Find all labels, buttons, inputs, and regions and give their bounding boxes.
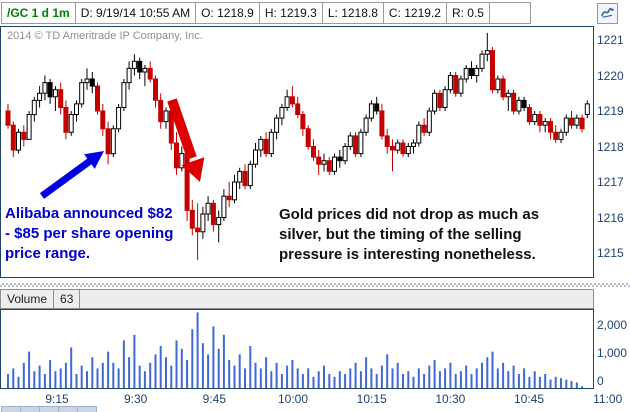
toolbar-button[interactable] (20, 406, 40, 412)
time-axis-label: 9:15 (45, 392, 69, 406)
volume-bars-chart[interactable] (1, 310, 592, 388)
time-axis-label: 9:45 (202, 392, 226, 406)
header-empty-cell (488, 2, 531, 24)
toolbar-button[interactable] (58, 406, 78, 412)
price-axis-label: 1220 (597, 68, 624, 83)
panel-splitter-handle[interactable] (0, 283, 630, 287)
toolbar-button[interactable] (77, 406, 97, 412)
volume-header-row: Volume 63 (0, 289, 594, 309)
alibaba-annotation: Alibaba announced $82 - $85 per share op… (5, 205, 174, 262)
gold-comment-annotation: Gold prices did not drop as much as silv… (279, 206, 540, 263)
copyright-text: 2014 © TD Ameritrade IP Company, Inc. (7, 30, 203, 42)
time-axis-label: 10:30 (435, 392, 466, 406)
volume-chart-panel[interactable] (0, 309, 594, 389)
volume-axis-label: 0 (597, 374, 604, 388)
toolbar-button[interactable] (1, 406, 21, 412)
candlestick-chart[interactable] (1, 27, 592, 277)
low-cell: L: 1218.8 (321, 2, 384, 24)
high-cell: H: 1219.3 (258, 2, 323, 24)
time-axis-label: 10:45 (514, 392, 545, 406)
open-cell: O: 1218.9 (195, 2, 260, 24)
price-axis-label: 1218 (597, 139, 624, 154)
price-axis-label: 1216 (597, 210, 624, 225)
chart-squiggle-icon (600, 5, 615, 23)
volume-axis-label: 2,000 (597, 318, 628, 332)
price-axis-label: 1217 (597, 175, 624, 189)
bottom-toolbar-cutoff[interactable] (1, 406, 97, 412)
time-axis-label: 11:00 (593, 392, 623, 406)
price-axis-label: 1221 (597, 33, 624, 47)
time-axis-label: 10:00 (277, 392, 309, 406)
ohlc-header-bar: /GC 1 d 1m D: 9/19/14 10:55 AM O: 1218.9… (1, 2, 531, 24)
volume-current-value: 63 (54, 290, 81, 308)
time-axis-label: 10:15 (356, 392, 387, 406)
chart-style-button[interactable] (597, 3, 618, 24)
close-cell: C: 1219.2 (382, 2, 447, 24)
candlestick-chart-panel[interactable]: 2014 © TD Ameritrade IP Company, Inc. Al… (0, 26, 594, 278)
symbol-timeframe-cell: /GC 1 d 1m (1, 2, 76, 24)
time-axis-label: 9:30 (123, 392, 148, 406)
date-cell: D: 9/19/14 10:55 AM (74, 2, 197, 24)
price-axis-label: 1219 (597, 104, 624, 118)
volume-title: Volume (1, 290, 55, 308)
price-axis-label: 1215 (597, 246, 624, 260)
volume-axis-label: 1,000 (597, 346, 628, 360)
toolbar-button[interactable] (39, 406, 59, 412)
range-cell: R: 0.5 (445, 2, 490, 24)
